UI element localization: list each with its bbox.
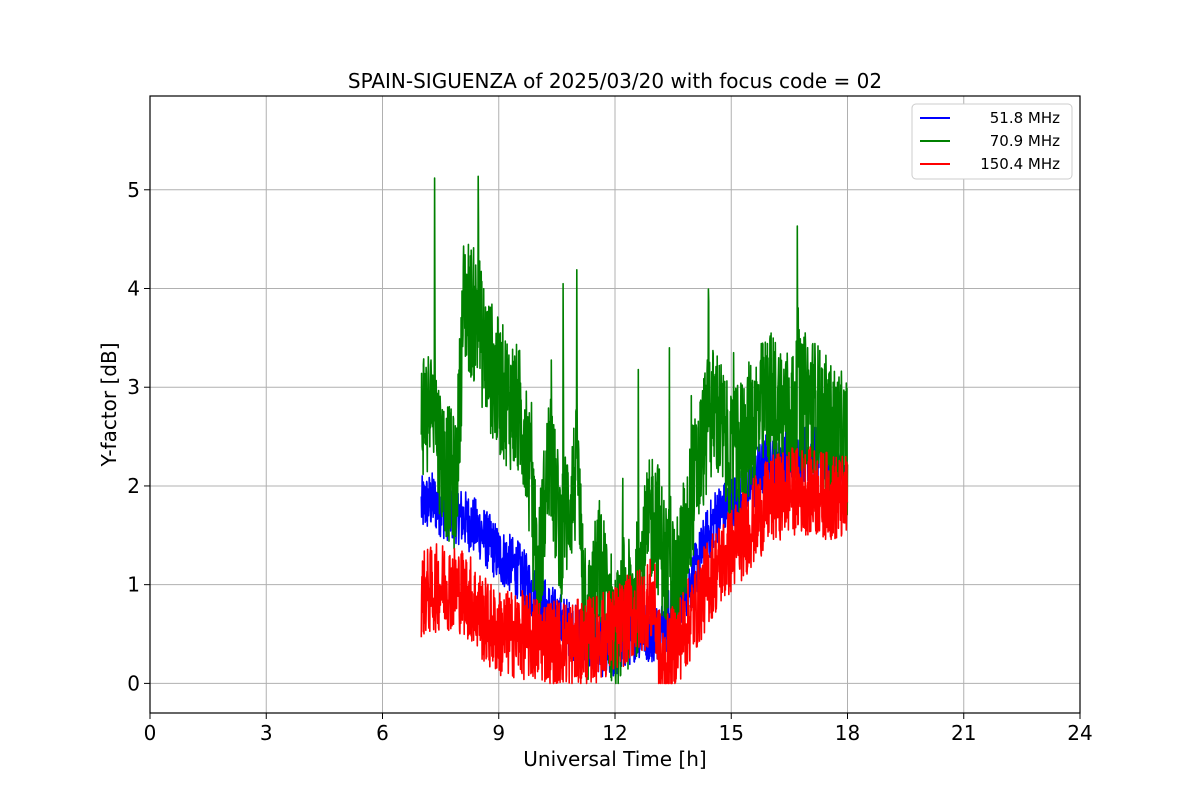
legend-label: 150.4 MHz [980,155,1060,173]
y-tick-label: 4 [127,277,140,301]
y-tick-label: 3 [127,375,140,399]
y-axis-title: Y-factor [dB] [97,342,121,467]
series-line-3 [420,446,849,685]
chart-title: SPAIN-SIGUENZA of 2025/03/20 with focus … [348,69,882,93]
y-tick-label: 0 [127,671,140,695]
legend: 51.8 MHz 70.9 MHz 150.4 MHz [911,103,1073,180]
x-tick-label: 3 [260,721,273,745]
legend-box [911,103,1073,180]
x-tick-label: 18 [835,721,860,745]
y-tick-label: 1 [127,573,140,597]
y-tick-label: 5 [127,178,140,202]
legend-label: 70.9 MHz [990,132,1060,150]
x-tick-label: 21 [951,721,976,745]
series-layer [420,175,849,685]
x-axis-title: Universal Time [h] [523,747,706,771]
legend-label: 51.8 MHz [990,109,1060,127]
x-tick-label: 0 [144,721,157,745]
x-tick-label: 12 [602,721,627,745]
x-tick-label: 9 [492,721,505,745]
x-tick-label: 6 [376,721,389,745]
x-tick-label: 15 [719,721,744,745]
x-tick-label: 24 [1067,721,1092,745]
y-tick-label: 2 [127,474,140,498]
